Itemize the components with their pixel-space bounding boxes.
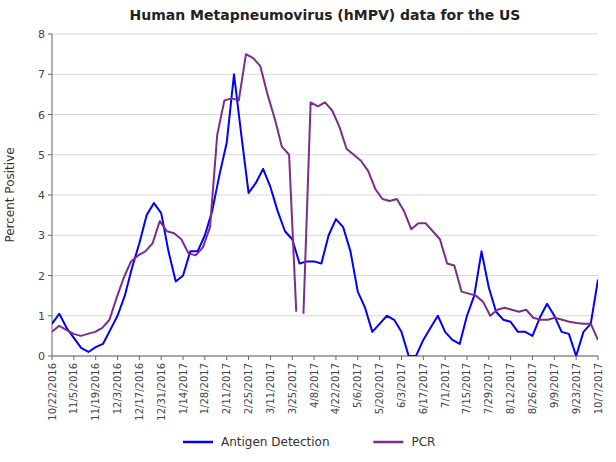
x-tick-label: 1/28/2017 [199,363,210,414]
x-tick [73,356,74,360]
x-tick [270,356,271,360]
y-tick [48,356,52,357]
x-tick [314,356,315,360]
x-tick-label: 7/29/2017 [483,363,494,414]
x-tick-label: 1/14/2017 [178,363,189,414]
x-tick-label: 10/22/2016 [47,363,58,421]
grid-line [52,275,598,276]
x-tick-label: 11/5/2016 [68,363,79,414]
x-tick [510,356,511,360]
x-tick-label: 8/12/2017 [505,363,516,414]
x-tick-label: 3/25/2017 [287,363,298,414]
legend-swatch [373,441,403,444]
x-tick-label: 5/6/2017 [352,363,363,408]
x-tick [183,356,184,360]
y-tick-label: 1 [38,310,45,323]
y-tick [48,114,52,115]
x-tick [95,356,96,360]
x-tick-label: 2/11/2017 [221,363,232,414]
x-tick-label: 4/8/2017 [309,363,320,408]
grid-line [52,195,598,196]
x-tick [292,356,293,360]
x-tick-label: 11/19/2016 [90,363,101,421]
x-tick-label: 5/20/2017 [374,363,385,414]
x-tick [161,356,162,360]
x-tick-label: 12/3/2016 [112,363,123,414]
y-tick [48,195,52,196]
x-tick [598,356,599,360]
grid-line [52,154,598,155]
x-tick-label: 6/3/2017 [396,363,407,408]
x-tick [226,356,227,360]
x-tick-label: 9/23/2017 [571,363,582,414]
y-tick [48,235,52,236]
legend-label: Antigen Detection [221,435,330,449]
y-axis [52,34,53,356]
y-tick [48,74,52,75]
grid-line [52,114,598,115]
y-tick-label: 6 [38,109,45,122]
legend: Antigen Detection PCR [183,435,435,449]
x-tick-label: 9/9/2017 [549,363,560,408]
x-tick-label: 7/1/2017 [440,363,451,408]
y-tick-label: 4 [38,189,45,202]
legend-swatch [183,441,213,444]
x-tick-label: 12/17/2016 [134,363,145,421]
x-tick [401,356,402,360]
y-tick [48,154,52,155]
y-tick-label: 2 [38,270,45,283]
grid [52,34,598,356]
legend-label: PCR [411,435,435,449]
y-axis-label: Percent Positive [3,147,17,242]
x-tick [379,356,380,360]
x-tick [335,356,336,360]
grid-line [52,356,598,357]
x-tick [532,356,533,360]
title: Human Metapneumovirus (hMPV) data for th… [130,7,521,23]
x-tick [488,356,489,360]
grid-line [52,235,598,236]
plot-area [52,54,598,356]
x-tick-label: 6/17/2017 [418,363,429,414]
x-tick-label: 7/15/2017 [461,363,472,414]
x-tick-label: 8/26/2017 [527,363,538,414]
y-tick [48,34,52,35]
y-tick-label: 5 [38,149,45,162]
x-tick [52,356,53,360]
x-tick-label: 2/25/2017 [243,363,254,414]
x-tick [139,356,140,360]
x-tick [248,356,249,360]
chart: Human Metapneumovirus (hMPV) data for th… [0,0,616,462]
series-line [52,54,598,340]
x-tick [576,356,577,360]
x-tick [117,356,118,360]
x-tick [445,356,446,360]
y-tick-label: 0 [38,350,45,363]
x-tick [204,356,205,360]
y-tick-label: 3 [38,229,45,242]
y-tick [48,315,52,316]
grid-line [52,315,598,316]
x-axis [52,356,598,357]
y-tick [48,275,52,276]
x-tick-label: 3/11/2017 [265,363,276,414]
y-tick-label: 8 [38,28,45,41]
grid-line [52,74,598,75]
x-tick [423,356,424,360]
x-tick-label: 12/31/2016 [156,363,167,421]
grid-line [52,34,598,35]
series-line [52,74,598,356]
x-tick [357,356,358,360]
x-tick [466,356,467,360]
x-tick [554,356,555,360]
x-tick-label: 4/22/2017 [330,363,341,414]
y-tick-label: 7 [38,68,45,81]
x-tick-label: 10/7/2017 [593,363,604,414]
